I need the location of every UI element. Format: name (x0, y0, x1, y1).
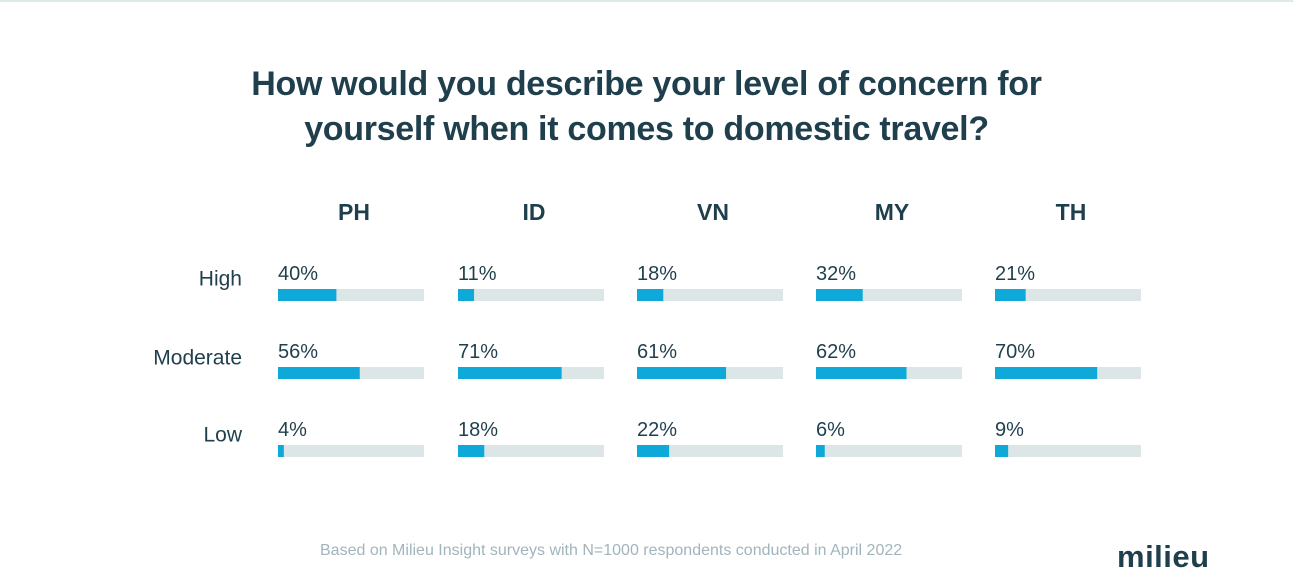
value-label-id-high: 11% (458, 263, 497, 285)
bar-vn-high (637, 289, 664, 301)
value-label-id-moderate: 71% (458, 341, 498, 363)
chart-title-line-2: yourself when it comes to domestic trave… (304, 110, 989, 148)
bar-ph-low (278, 445, 284, 457)
column-header-my: MY (875, 199, 910, 225)
bar-track-ph-low (278, 445, 424, 457)
bar-id-high (458, 289, 475, 301)
value-label-th-high: 21% (995, 263, 1035, 285)
bar-track-vn-low (637, 445, 783, 457)
bar-th-low (995, 445, 1009, 457)
value-label-vn-moderate: 61% (637, 341, 677, 363)
bar-id-moderate (458, 367, 562, 379)
bar-id-low (458, 445, 485, 457)
bar-th-high (995, 289, 1026, 301)
bar-th-moderate (995, 367, 1098, 379)
bar-track-my-low (816, 445, 962, 457)
value-label-ph-high: 40% (278, 263, 318, 285)
bar-my-moderate (816, 367, 907, 379)
milieu-logo: milieu (1117, 539, 1210, 574)
bar-track-vn-high (637, 289, 783, 301)
value-label-my-moderate: 62% (816, 341, 856, 363)
row-label-high: High (199, 268, 242, 291)
column-header-ph: PH (338, 199, 370, 225)
footnote: Based on Milieu Insight surveys with N=1… (320, 542, 903, 559)
value-label-th-moderate: 70% (995, 341, 1035, 363)
bar-track-id-high (458, 289, 604, 301)
chart-title: How would you describe your level of con… (0, 62, 1293, 152)
value-label-id-low: 18% (458, 419, 498, 441)
column-header-vn: VN (697, 199, 729, 225)
bar-vn-moderate (637, 367, 727, 379)
bar-ph-moderate (278, 367, 360, 379)
value-label-vn-high: 18% (637, 263, 677, 285)
bar-my-low (816, 445, 825, 457)
top-rule (0, 0, 1293, 2)
bar-ph-high (278, 289, 337, 301)
bar-track-id-low (458, 445, 604, 457)
value-label-vn-low: 22% (637, 419, 677, 441)
value-label-ph-moderate: 56% (278, 341, 318, 363)
bar-my-high (816, 289, 863, 301)
row-label-low: Low (203, 424, 242, 447)
column-header-th: TH (1056, 199, 1087, 225)
value-label-my-high: 32% (816, 263, 856, 285)
row-label-moderate: Moderate (153, 347, 242, 370)
value-label-ph-low: 4% (278, 419, 307, 441)
chart-title-line-1: How would you describe your level of con… (251, 65, 1042, 103)
bar-track-th-low (995, 445, 1141, 457)
column-header-id: ID (523, 199, 546, 225)
bar-vn-low (637, 445, 670, 457)
value-label-my-low: 6% (816, 419, 845, 441)
bar-track-th-high (995, 289, 1141, 301)
value-label-th-low: 9% (995, 419, 1024, 441)
